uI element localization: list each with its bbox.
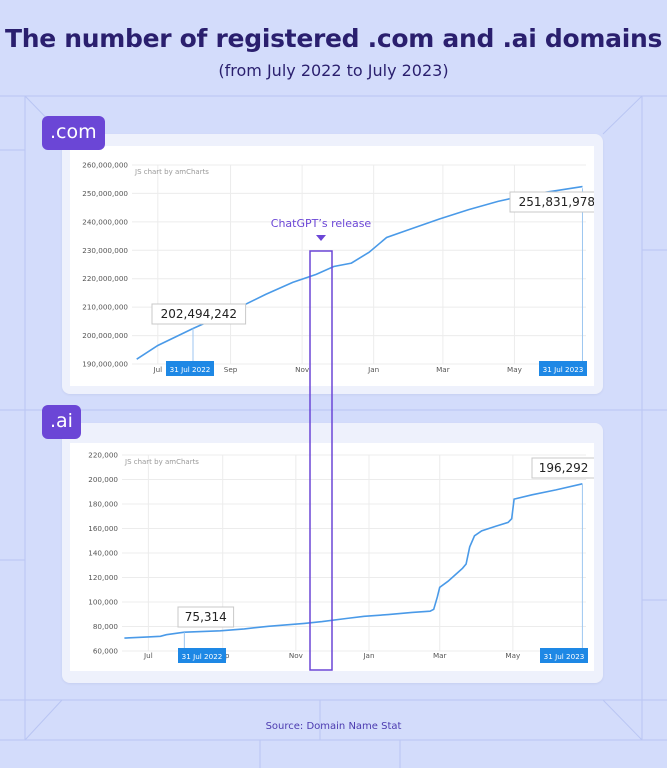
com-end-value-label: 251,831,978 [519, 195, 594, 209]
ai-x-tick-label: Jan [362, 651, 374, 660]
ai-chart-panel: 60,000 80,000 100,000 120,000 140,000 160,000… [62, 423, 603, 683]
com-y-tick-label: 230,000,000 [82, 246, 128, 255]
ai-x-tick-label: Nov [289, 651, 304, 660]
ai-y-tick-label: 140,000 [88, 549, 118, 558]
com-label-badge: .com [42, 116, 105, 150]
com-x-tick-label: Mar [436, 365, 450, 374]
ai-x-tick-label: Jul [143, 651, 153, 660]
ai-start-value-label: 75,314 [185, 610, 227, 624]
com-start-date-box [166, 361, 214, 376]
com-y-tick-label: 260,000,000 [82, 161, 128, 170]
ai-chart-area: 60,000 80,000 100,000 120,000 140,000 160,000… [70, 443, 596, 671]
com-y-tick-label: 250,000,000 [82, 189, 128, 198]
page-title: The number of registered .com and .ai do… [4, 24, 663, 53]
ai-x-tick-label: May [505, 651, 521, 660]
com-chart-panel: 190,000,000 200,000,000 210,000,000 220,000… [62, 134, 605, 394]
com-start-date-label: 31 Jul 2022 [170, 365, 211, 374]
ai-y-tick-label: 200,000 [88, 475, 118, 484]
ai-end-value-label: 196,292 [539, 461, 589, 475]
ai-start-value-box [177, 606, 235, 628]
com-end-date-box [539, 361, 587, 376]
com-x-tick-label: May [507, 365, 523, 374]
ai-y-tick-label: 120,000 [88, 573, 118, 582]
source-note: Source: Domain Name Stat [265, 721, 402, 732]
com-chart-area: 190,000,000 200,000,000 210,000,000 220,000… [70, 146, 605, 386]
ai-x-tick-label: Mar [433, 651, 447, 660]
ai-start-date-box [178, 648, 226, 663]
page-subtitle: (from July 2022 to July 2023) [218, 61, 449, 80]
ai-y-tick-label: 220,000 [88, 451, 118, 460]
com-y-tick-label: 200,000,000 [82, 331, 128, 340]
ai-label-badge: .ai [42, 405, 81, 439]
com-watermark: JS chart by amCharts [134, 168, 209, 176]
com-start-value-label: 202,494,242 [161, 307, 237, 321]
com-line-chart: 190,000,000 200,000,000 210,000,000 220,000… [82, 161, 605, 376]
ai-y-tick-label: 100,000 [88, 598, 118, 607]
com-y-tick-label: 240,000,000 [82, 217, 128, 226]
com-y-tick-label: 220,000,000 [82, 274, 128, 283]
com-x-tick-label: Jul [152, 365, 162, 374]
ai-watermark: JS chart by amCharts [124, 458, 199, 466]
ai-start-date-label: 31 Jul 2022 [182, 652, 223, 661]
ai-end-date-box [540, 648, 588, 663]
ai-y-tick-label: 160,000 [88, 524, 118, 533]
com-y-tick-label: 190,000,000 [82, 360, 128, 369]
ai-line-chart: 60,000 80,000 100,000 120,000 140,000 160,000… [88, 451, 596, 663]
ai-end-date-label: 31 Jul 2023 [544, 652, 585, 661]
com-y-tick-label: 210,000,000 [82, 303, 128, 312]
ai-y-tick-label: 180,000 [88, 500, 118, 509]
ai-y-tick-label: 80,000 [93, 622, 119, 631]
ai-series-line [124, 483, 583, 639]
com-x-tick-label: Nov [295, 365, 310, 374]
com-start-value-box [151, 303, 247, 325]
com-end-date-label: 31 Jul 2023 [543, 365, 584, 374]
com-x-tick-label: Sep [224, 365, 238, 374]
com-x-tick-label: Jan [367, 365, 379, 374]
ai-y-tick-label: 60,000 [93, 647, 119, 656]
